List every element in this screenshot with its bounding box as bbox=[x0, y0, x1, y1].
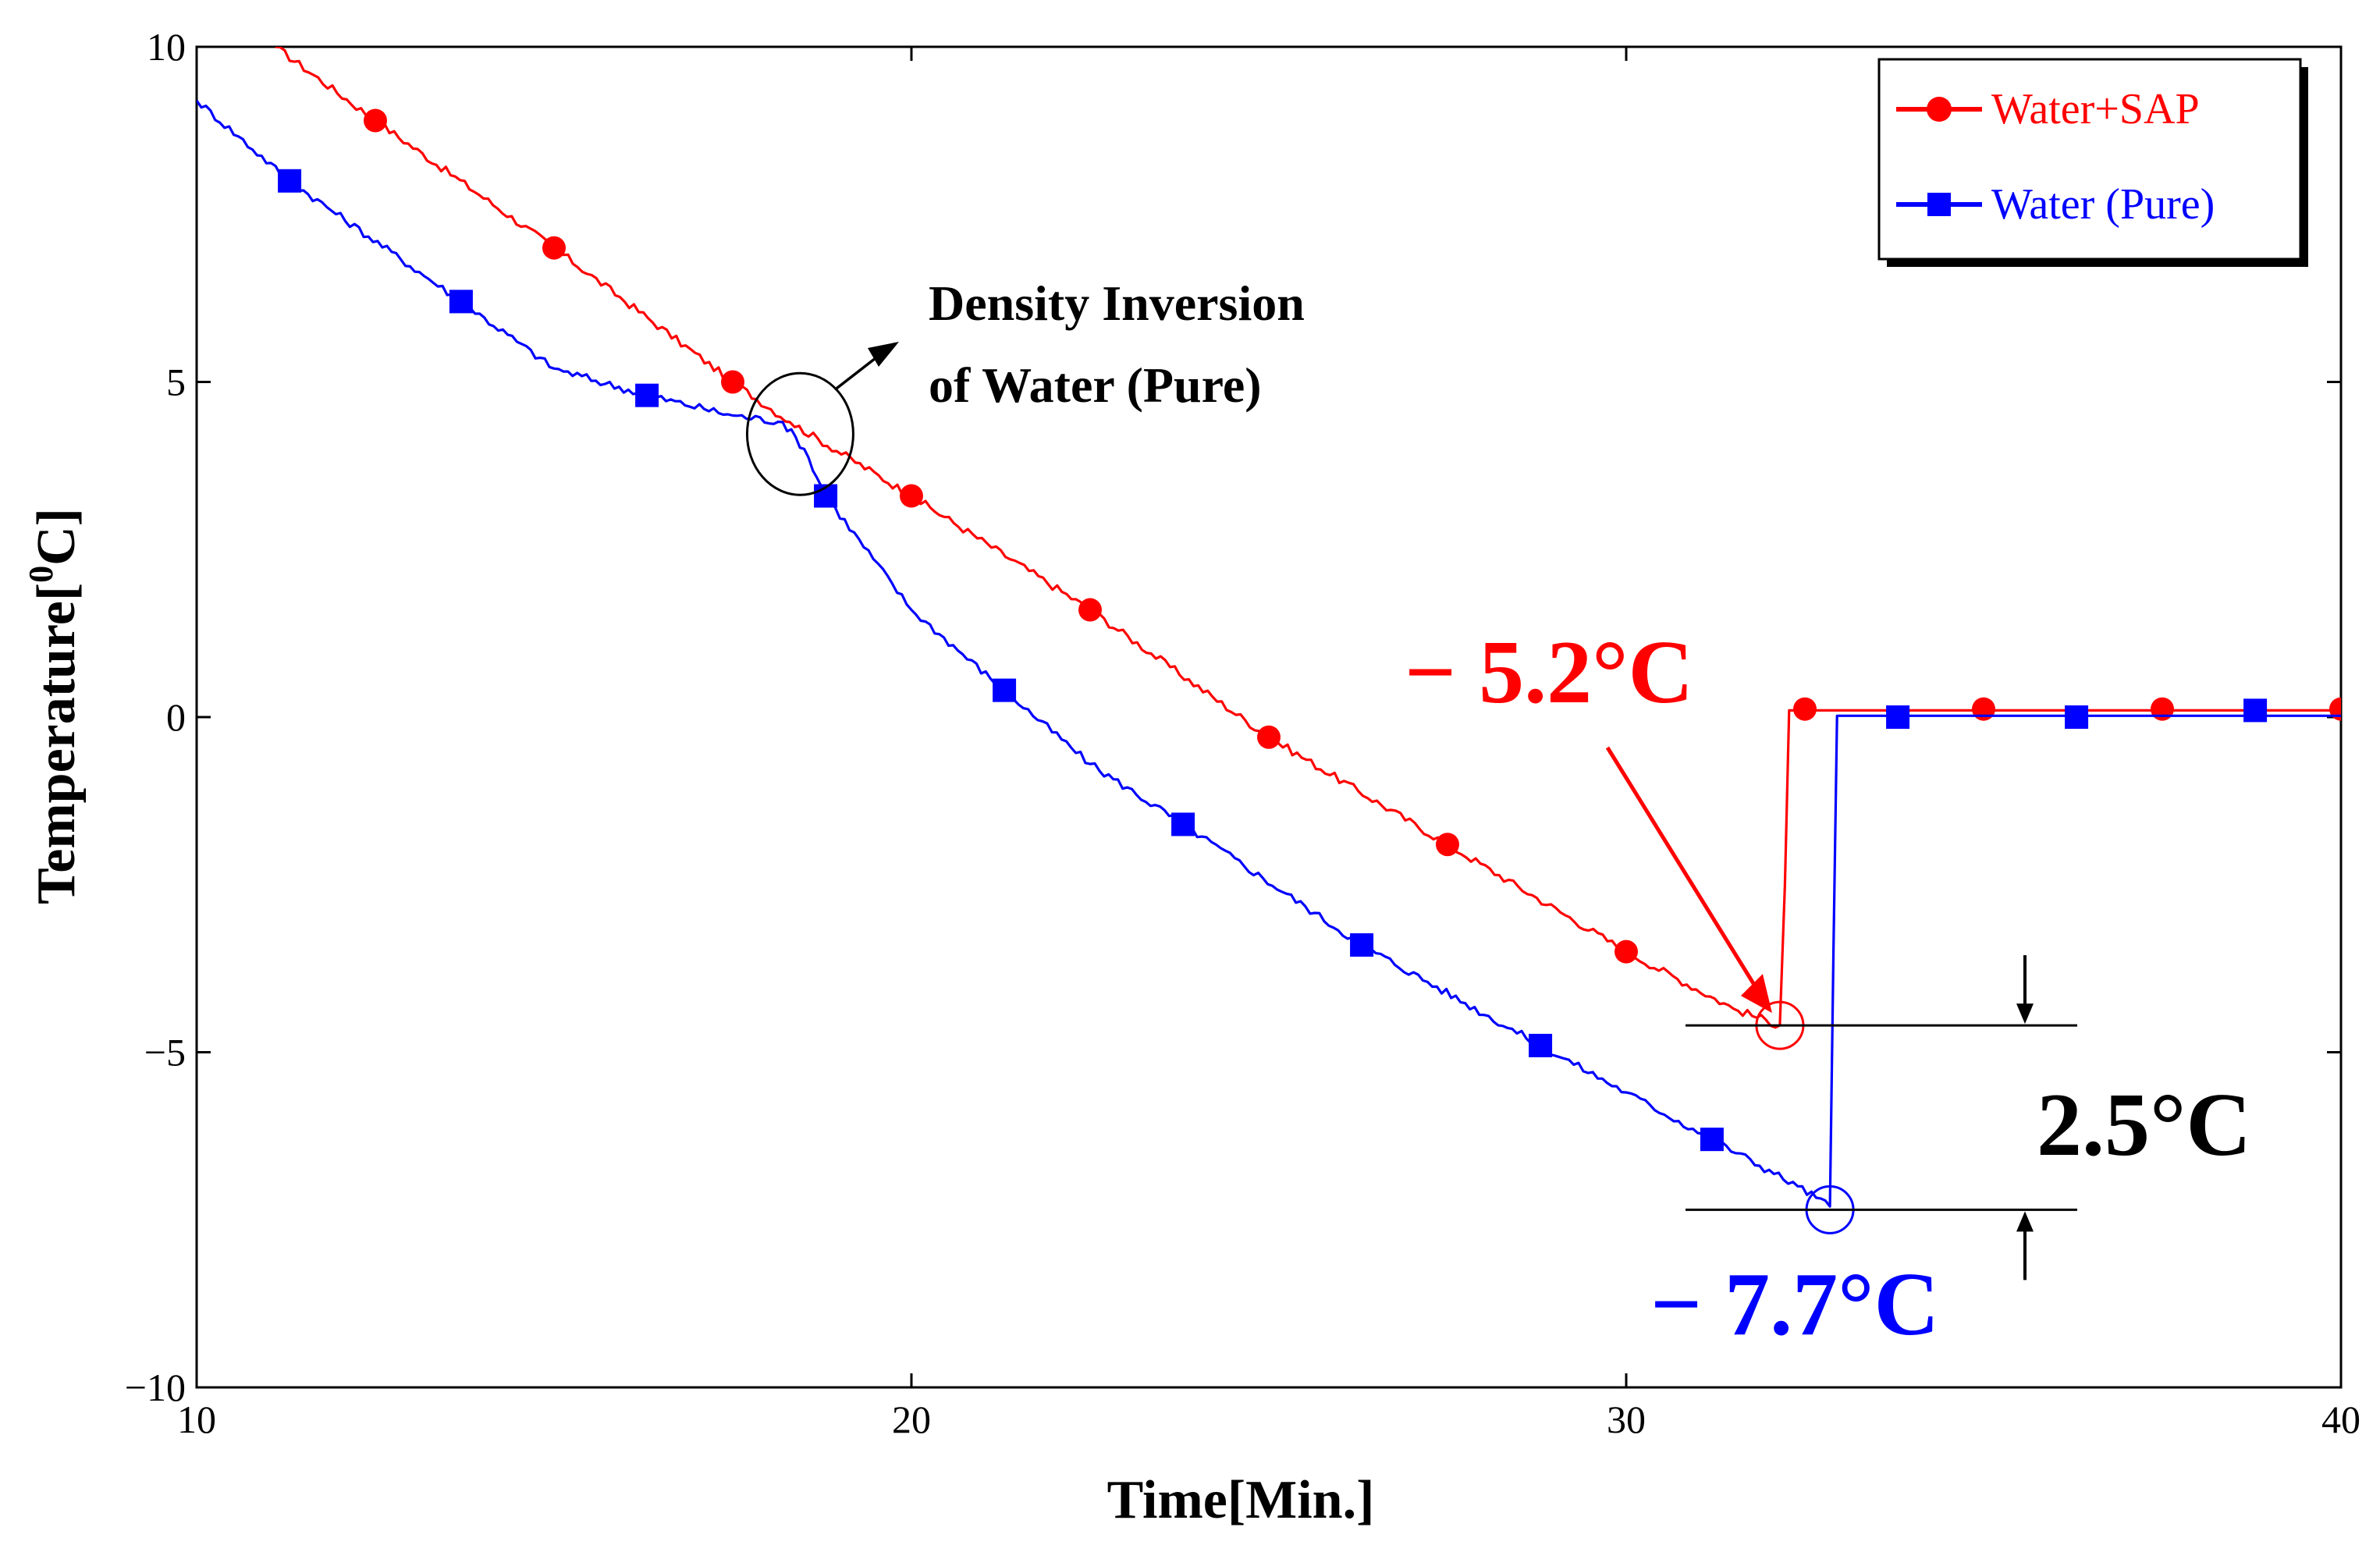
legend-marker-water-sap bbox=[1927, 97, 1952, 122]
data-point-water-sap bbox=[1793, 697, 1817, 721]
data-point-water-pure bbox=[993, 678, 1017, 702]
series-line-water-sap bbox=[275, 47, 2341, 1029]
data-point-water-sap bbox=[364, 108, 387, 133]
data-point-water-sap bbox=[1436, 833, 1459, 857]
pure-min-temperature-label: − 7.7°C bbox=[1650, 1255, 1939, 1355]
series-group bbox=[197, 47, 2341, 1208]
data-point-water-pure bbox=[1886, 705, 1910, 729]
sap-min-temperature-label: − 5.2°C bbox=[1405, 623, 1693, 723]
difference-arrowhead-bottom bbox=[2016, 1211, 2034, 1232]
series-line-water-pure bbox=[197, 99, 2341, 1208]
density-inversion-label-line2: of Water (Pure) bbox=[929, 357, 1262, 413]
plot-layer: 10 20 30 40 −10 −5 0 5 10 bbox=[125, 25, 2360, 1441]
legend-label-water-sap: Water+SAP bbox=[1991, 85, 2200, 133]
density-inversion-label-line1: Density Inversion bbox=[929, 275, 1305, 331]
data-point-water-pure bbox=[2065, 705, 2089, 729]
data-point-water-pure bbox=[1171, 812, 1195, 836]
legend-label-water-pure: Water (Pure) bbox=[1991, 180, 2215, 229]
x-tick-label: 20 bbox=[892, 1398, 931, 1441]
data-point-water-pure bbox=[1700, 1128, 1724, 1152]
legend-marker-water-pure bbox=[1927, 193, 1951, 216]
data-point-water-sap bbox=[900, 484, 923, 508]
y-axis-title-unit: C] bbox=[27, 508, 87, 566]
legend-box bbox=[1877, 58, 2302, 261]
difference-arrowhead-top bbox=[2016, 1003, 2034, 1025]
x-tick-label: 10 bbox=[177, 1398, 216, 1441]
x-axis-title: Time[Min.] bbox=[1107, 1470, 1375, 1530]
temperature-difference-label: 2.5°C bbox=[2037, 1075, 2251, 1175]
data-point-water-pure bbox=[1529, 1033, 1553, 1057]
y-tick-label: −10 bbox=[125, 1366, 186, 1409]
density-inversion-arrowhead bbox=[868, 342, 899, 367]
y-tick-label: 5 bbox=[166, 360, 186, 404]
x-tick-label: 40 bbox=[2321, 1398, 2360, 1441]
data-point-water-pure bbox=[635, 383, 659, 407]
y-axis-title-superscript: 0 bbox=[22, 566, 60, 583]
data-point-water-pure bbox=[2243, 698, 2268, 723]
y-tick-label: 0 bbox=[166, 695, 186, 739]
y-axis-title: Temperature[0C] bbox=[22, 508, 87, 904]
data-point-water-sap bbox=[2329, 697, 2341, 721]
data-point-water-pure bbox=[1350, 933, 1374, 957]
data-point-water-sap bbox=[1078, 598, 1102, 622]
y-tick-label: 10 bbox=[147, 25, 186, 69]
data-point-water-pure bbox=[278, 169, 302, 193]
data-point-water-sap bbox=[2151, 697, 2174, 721]
data-point-water-sap bbox=[1257, 725, 1281, 749]
y-tick-label: −5 bbox=[144, 1031, 186, 1074]
data-point-water-sap bbox=[1614, 939, 1638, 964]
data-point-water-pure bbox=[449, 289, 473, 314]
x-tick-label: 30 bbox=[1607, 1398, 1646, 1441]
density-inversion-circle bbox=[745, 371, 854, 496]
data-point-water-sap bbox=[1972, 697, 1995, 721]
data-point-water-sap bbox=[721, 370, 744, 394]
legend: Water+SAP Water (Pure) bbox=[1877, 58, 2308, 267]
sap-min-arrowhead bbox=[1740, 974, 1772, 1014]
y-axis-title-main: Temperature[ bbox=[27, 583, 87, 904]
data-point-water-sap bbox=[542, 236, 566, 260]
sap-min-arrow-line bbox=[1605, 746, 1768, 1005]
